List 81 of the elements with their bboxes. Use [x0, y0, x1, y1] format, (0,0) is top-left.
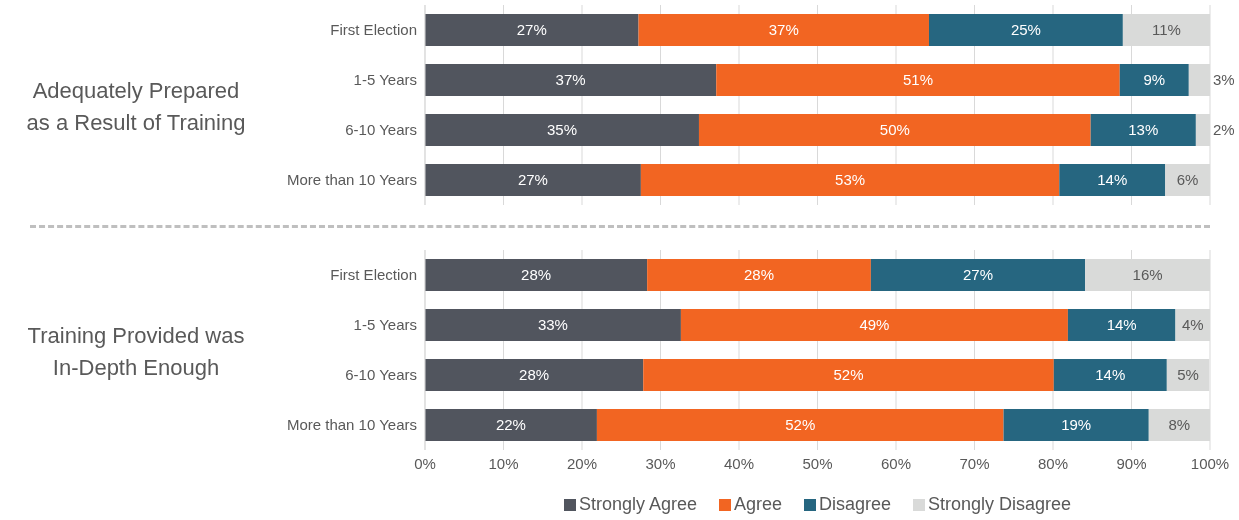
- data-label: 4%: [1181, 316, 1204, 333]
- x-tick-label: 70%: [959, 454, 990, 472]
- data-label: 11%: [1151, 21, 1181, 38]
- bar: [425, 309, 681, 341]
- bar: [425, 409, 597, 441]
- data-label: 52%: [785, 416, 816, 433]
- bar: [643, 359, 1054, 391]
- y-tick-label: First Election: [330, 21, 417, 39]
- data-label: 35%: [546, 121, 577, 138]
- y-tick-label: 6-10 Years: [345, 121, 417, 139]
- bar: [1090, 114, 1196, 146]
- data-label: 28%: [521, 266, 552, 283]
- data-label: 50%: [879, 121, 910, 138]
- y-tick-label: First Election: [330, 266, 417, 284]
- bar: [425, 14, 639, 46]
- data-label: 19%: [1061, 416, 1092, 433]
- x-tick-label: 100%: [1190, 454, 1230, 472]
- text: Adequately Prepared as a Result of Training: [25, 77, 247, 137]
- data-label: 22%: [495, 416, 526, 433]
- bar: [928, 14, 1123, 46]
- x-tick-label: 0%: [414, 454, 436, 472]
- data-label: 3%: [1213, 71, 1235, 88]
- data-label: 14%: [1095, 366, 1126, 383]
- y-tick-label: 1-5 Years: [353, 316, 417, 334]
- data-label: 51%: [902, 71, 933, 88]
- legend-label: Strongly Agree: [578, 494, 697, 515]
- bar: [1119, 64, 1189, 96]
- bar: [640, 164, 1060, 196]
- x-tick-label: 90%: [1116, 454, 1147, 472]
- y-tick-label: 6-10 Years: [345, 366, 417, 384]
- data-label: 8%: [1168, 416, 1191, 433]
- x-tick-label: 20%: [566, 454, 598, 472]
- bar: [638, 14, 929, 46]
- data-label: 14%: [1106, 316, 1137, 333]
- x-tick-label: 40%: [723, 454, 755, 472]
- bar: [425, 359, 644, 391]
- legend-label: Agree: [733, 494, 782, 515]
- bar: [698, 114, 1091, 146]
- data-label: 13%: [1128, 121, 1159, 138]
- legend-label: Strongly Disagree: [928, 494, 1072, 515]
- data-label: 28%: [744, 266, 775, 283]
- data-label: 16%: [1132, 266, 1163, 283]
- data-label: 33%: [537, 316, 568, 333]
- data-label: 27%: [963, 266, 994, 283]
- bar: [1053, 359, 1167, 391]
- y-tick-label: 1-5 Years: [353, 71, 417, 89]
- bar: [1003, 409, 1149, 441]
- bar: [647, 259, 871, 291]
- y-tick-label: More than 10 Years: [286, 416, 417, 434]
- x-tick-label: 10%: [488, 454, 519, 472]
- data-label: 6%: [1176, 171, 1199, 188]
- x-tick-label: 60%: [880, 454, 912, 472]
- y-tick-label: More than 10 Years: [286, 171, 417, 189]
- data-label: 9%: [1143, 71, 1166, 88]
- bar: [425, 114, 699, 146]
- data-label: 5%: [1177, 366, 1199, 383]
- bar: [425, 64, 717, 96]
- text: Training Provided was In-Depth Enough: [26, 322, 246, 382]
- bar: [596, 409, 1004, 441]
- data-label: 53%: [835, 171, 866, 188]
- x-tick-label: 30%: [645, 454, 676, 472]
- bar: [1059, 164, 1166, 196]
- bar: [1067, 309, 1176, 341]
- data-label: 25%: [1010, 21, 1041, 38]
- x-tick-label: 50%: [802, 454, 833, 472]
- bar: [716, 64, 1120, 96]
- x-tick-label: 80%: [1037, 454, 1069, 472]
- bar: [870, 259, 1086, 291]
- data-label: 28%: [519, 366, 550, 383]
- data-label: 49%: [859, 316, 890, 333]
- bar: [680, 309, 1068, 341]
- data-label: 37%: [555, 71, 586, 88]
- data-label: 27%: [516, 21, 547, 38]
- data-label: 52%: [833, 366, 864, 383]
- data-label: 37%: [768, 21, 799, 38]
- data-label: 2%: [1213, 121, 1235, 138]
- bar: [425, 164, 641, 196]
- bar: [425, 259, 648, 291]
- data-label: 14%: [1097, 171, 1128, 188]
- legend-label: Disagree: [819, 494, 892, 515]
- data-label: 27%: [517, 171, 548, 188]
